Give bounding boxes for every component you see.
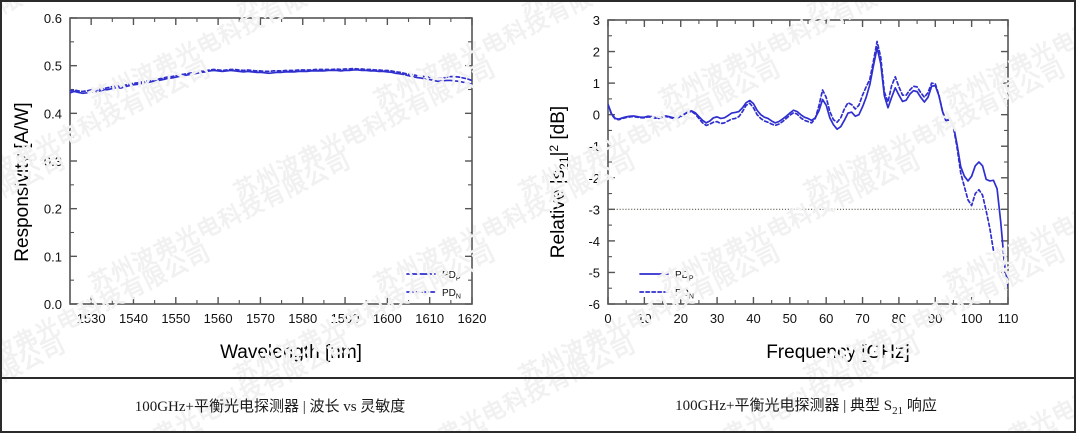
x-tick-label: 60 [819,311,833,326]
chart-svg-right: 0 10 20 30 40 50 60 70 80 90 100 1103210-1-2-3-4-5-… [547,13,1019,363]
chart-svg-left: 1530 1540 1550 1560 1570 1580 1590 1600 1610 1620… [12,11,487,363]
y-tick-label: 0.4 [44,106,62,121]
y-tick-label: 0.5 [44,59,62,74]
legend-left: PDP PDN [406,270,461,301]
caption-cell-left: 100GHz+平衡光电探测器 | 波长 vs 灵敏度 [2,379,538,431]
x-axis-title-right: Frequency [GHz] [766,342,910,363]
y-tick-label: 0.3 [44,154,62,169]
chart-responsivity-vs-wavelength: 1530 1540 1550 1560 1570 1580 1590 1600 1610 1620… [2,2,538,375]
x-axis-title-left: Wavelength [nm] [220,342,362,363]
trace-pd-p [608,46,1008,288]
x-tick-label: 10 [637,311,651,326]
caption-right: 100GHz+平衡光电探测器 | 典型 S21 响应 [675,394,937,417]
y-tick-label: 0.0 [44,297,62,312]
y-tick-label: -4 [588,234,600,249]
x-tick-label: 30 [710,311,724,326]
trace-group [70,67,472,93]
caption-cell-right: 100GHz+平衡光电探测器 | 典型 S21 响应 [538,379,1074,431]
y-tick-label: -5 [588,265,600,280]
caption-right-before: 100GHz+平衡光电探测器 | 典型 S [675,397,893,414]
x-tick-label: 1600 [373,311,402,326]
caption-right-after: 响应 [903,397,937,414]
legend-right: PDP PDN [639,270,694,301]
y-axis-title-right: Relative |s21|2 [dB] [547,106,571,258]
caption-left: 100GHz+平衡光电探测器 | 波长 vs 灵敏度 [134,398,406,415]
x-tick-label: 1560 [204,311,233,326]
x-tick-label: 110 [998,311,1019,326]
y-tick-label: -2 [588,171,600,186]
x-tick-label: 1620 [458,311,487,326]
trace-group [70,69,472,95]
trace-group [608,40,995,252]
y-tick-label: 3 [593,13,600,28]
caption-right-subscript: 21 [892,404,904,417]
y-tick-label: 0 [593,108,600,123]
x-tick-label: 1550 [161,311,190,326]
trace-group [608,46,1008,288]
x-tick-label: 80 [892,311,906,326]
plot-frame [69,17,473,305]
x-tick-label: 1580 [288,311,317,326]
y-axis-title-left: Responsivity [A/W] [12,102,33,261]
x-tick-label: 90 [928,311,942,326]
plot-frame [607,19,1009,305]
trace-pd-n [608,40,995,252]
legend-label-pdp: PDP [442,270,461,283]
x-tick-label: 1540 [119,311,148,326]
x-tick-label: 1530 [77,311,106,326]
trace-pd-p [70,69,472,95]
x-tick-label: 1570 [246,311,275,326]
x-tick-label: 1610 [415,311,444,326]
x-tick-label: 20 [673,311,687,326]
y-tick-label: -3 [588,202,600,217]
charts-row: 1530 1540 1550 1560 1570 1580 1590 1600 1610 1620… [2,2,1074,375]
y-tick-label: 0.2 [44,202,62,217]
y-tick-label: -1 [588,139,600,154]
x-tick-label: 100 [961,311,983,326]
y-tick-label: 2 [593,45,600,60]
x-tick-label: 40 [746,311,760,326]
section-divider [2,377,1074,379]
captions-row: 100GHz+平衡光电探测器 | 波长 vs 灵敏度 100GHz+平衡光电探测… [2,379,1074,431]
y-tick-label: 0.1 [44,249,62,264]
chart-relative-s21-vs-frequency: 0 10 20 30 40 50 60 70 80 90 100 110 3 2 1 0 -1 -2 -3 -4 -5-… [538,2,1074,375]
trace-pd-n [70,67,472,93]
x-tick-label: 1590 [331,311,360,326]
x-tick-label: 50 [783,311,797,326]
legend-label-pdn: PDN [442,288,461,301]
legend-label-pdp: PDP [675,270,694,283]
x-tick-label: 70 [855,311,869,326]
y-tick-label: -6 [588,297,600,312]
legend-label-pdn: PDN [675,288,694,301]
x-tick-label: 0 [604,311,611,326]
y-tick-label: 1 [593,76,600,91]
y-tick-label: 0.6 [44,11,62,26]
